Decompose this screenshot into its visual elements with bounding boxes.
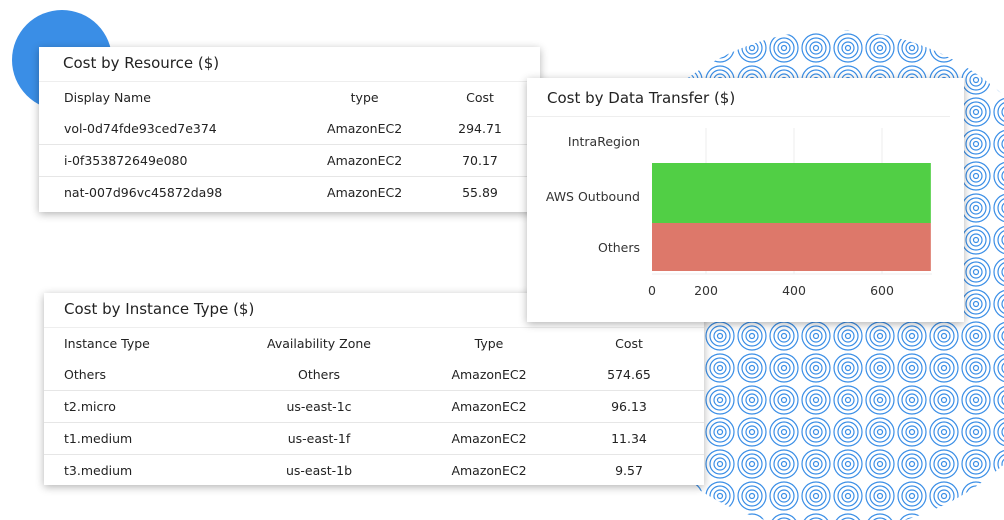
cell-2: 70.17 — [420, 144, 540, 177]
x-tick-label: 600 — [870, 283, 894, 298]
x-tick-label: 400 — [782, 283, 806, 298]
header-type: type — [350, 90, 379, 105]
cell-1: us-east-1c — [214, 390, 424, 423]
cell-2: 55.89 — [462, 185, 498, 200]
y-tick-label: AWS Outbound — [546, 189, 640, 204]
table-row: vol-0d74fde93ced7e374 AmazonEC2 294.71 — [39, 113, 540, 145]
x-tick-label: 200 — [694, 283, 718, 298]
cell-1: AmazonEC2 — [309, 144, 420, 177]
cell-2: AmazonEC2 — [424, 359, 554, 391]
cell-1: AmazonEC2 — [309, 113, 420, 145]
y-tick-label: Others — [598, 240, 640, 255]
cell-0: t2.micro — [44, 390, 214, 423]
cell-0: Others — [44, 359, 214, 391]
table-row: t2.micro us-east-1c AmazonEC2 96.13 — [44, 390, 704, 423]
cell-0: i-0f353872649e080 — [39, 144, 310, 177]
card-title: Cost by Instance Type ($) — [44, 293, 704, 328]
header-availability-zone: Availability Zone — [267, 336, 371, 351]
chart-title: Cost by Data Transfer ($) — [527, 78, 950, 117]
header-instance-type: Instance Type — [64, 336, 150, 351]
cell-3: 574.65 — [554, 359, 704, 391]
cell-0: nat-007d96vc45872da98 — [64, 185, 223, 200]
card-title: Cost by Resource ($) — [39, 47, 540, 82]
cell-3: 96.13 — [554, 390, 704, 423]
table-row: t1.medium us-east-1f AmazonEC2 11.34 — [44, 422, 704, 455]
cell-0: vol-0d74fde93ced7e374 — [39, 113, 310, 145]
table-header-row: Instance Type Availability Zone Type Cos… — [44, 328, 704, 359]
header-cost: Cost — [466, 90, 494, 105]
header-type: Type — [474, 336, 504, 351]
cell-0: t1.medium — [44, 422, 214, 455]
cell-1: Others — [214, 359, 424, 391]
x-tick-label: 0 — [648, 283, 656, 298]
cost-by-resource-card: Cost by Resource ($) Display Name type C… — [39, 47, 540, 212]
y-tick-label: IntraRegion — [568, 134, 640, 149]
cell-3: 11.34 — [554, 422, 704, 455]
cell-2: 294.71 — [420, 113, 540, 145]
header-display-name: Display Name — [64, 90, 151, 105]
cell-2: AmazonEC2 — [424, 390, 554, 423]
table-row: nat-007d96vc45872da98 AmazonEC2 55.89 — [39, 177, 540, 209]
cell-1: AmazonEC2 — [327, 185, 403, 200]
cell-1: us-east-1b — [285, 463, 353, 478]
table-header-row: Display Name type Cost — [39, 82, 540, 113]
cell-0: t3.medium — [64, 463, 133, 478]
cost-by-instance-card: Cost by Instance Type ($) Instance Type … — [44, 293, 704, 485]
table-row: Others Others AmazonEC2 574.65 — [44, 359, 704, 391]
table-row: i-0f353872649e080 AmazonEC2 70.17 — [39, 144, 540, 177]
cell-1: us-east-1f — [214, 422, 424, 455]
bar-aws-outbound — [652, 163, 931, 223]
header-cost: Cost — [615, 336, 643, 351]
bar-others — [652, 223, 931, 271]
bar-chart: IntraRegion AWS Outbound Others 0 200 400 600 — [546, 128, 932, 298]
cell-2: AmazonEC2 — [451, 463, 527, 478]
cell-3: 9.57 — [615, 463, 643, 478]
cell-2: AmazonEC2 — [424, 422, 554, 455]
resource-table: Display Name type Cost vol-0d74fde93ced7… — [39, 82, 540, 208]
table-row: t3.medium us-east-1b AmazonEC2 9.57 — [44, 455, 704, 487]
cost-by-data-transfer-card: Cost by Data Transfer ($) IntraRegion AWS… — [527, 78, 964, 322]
instance-table: Instance Type Availability Zone Type Cos… — [44, 328, 704, 486]
